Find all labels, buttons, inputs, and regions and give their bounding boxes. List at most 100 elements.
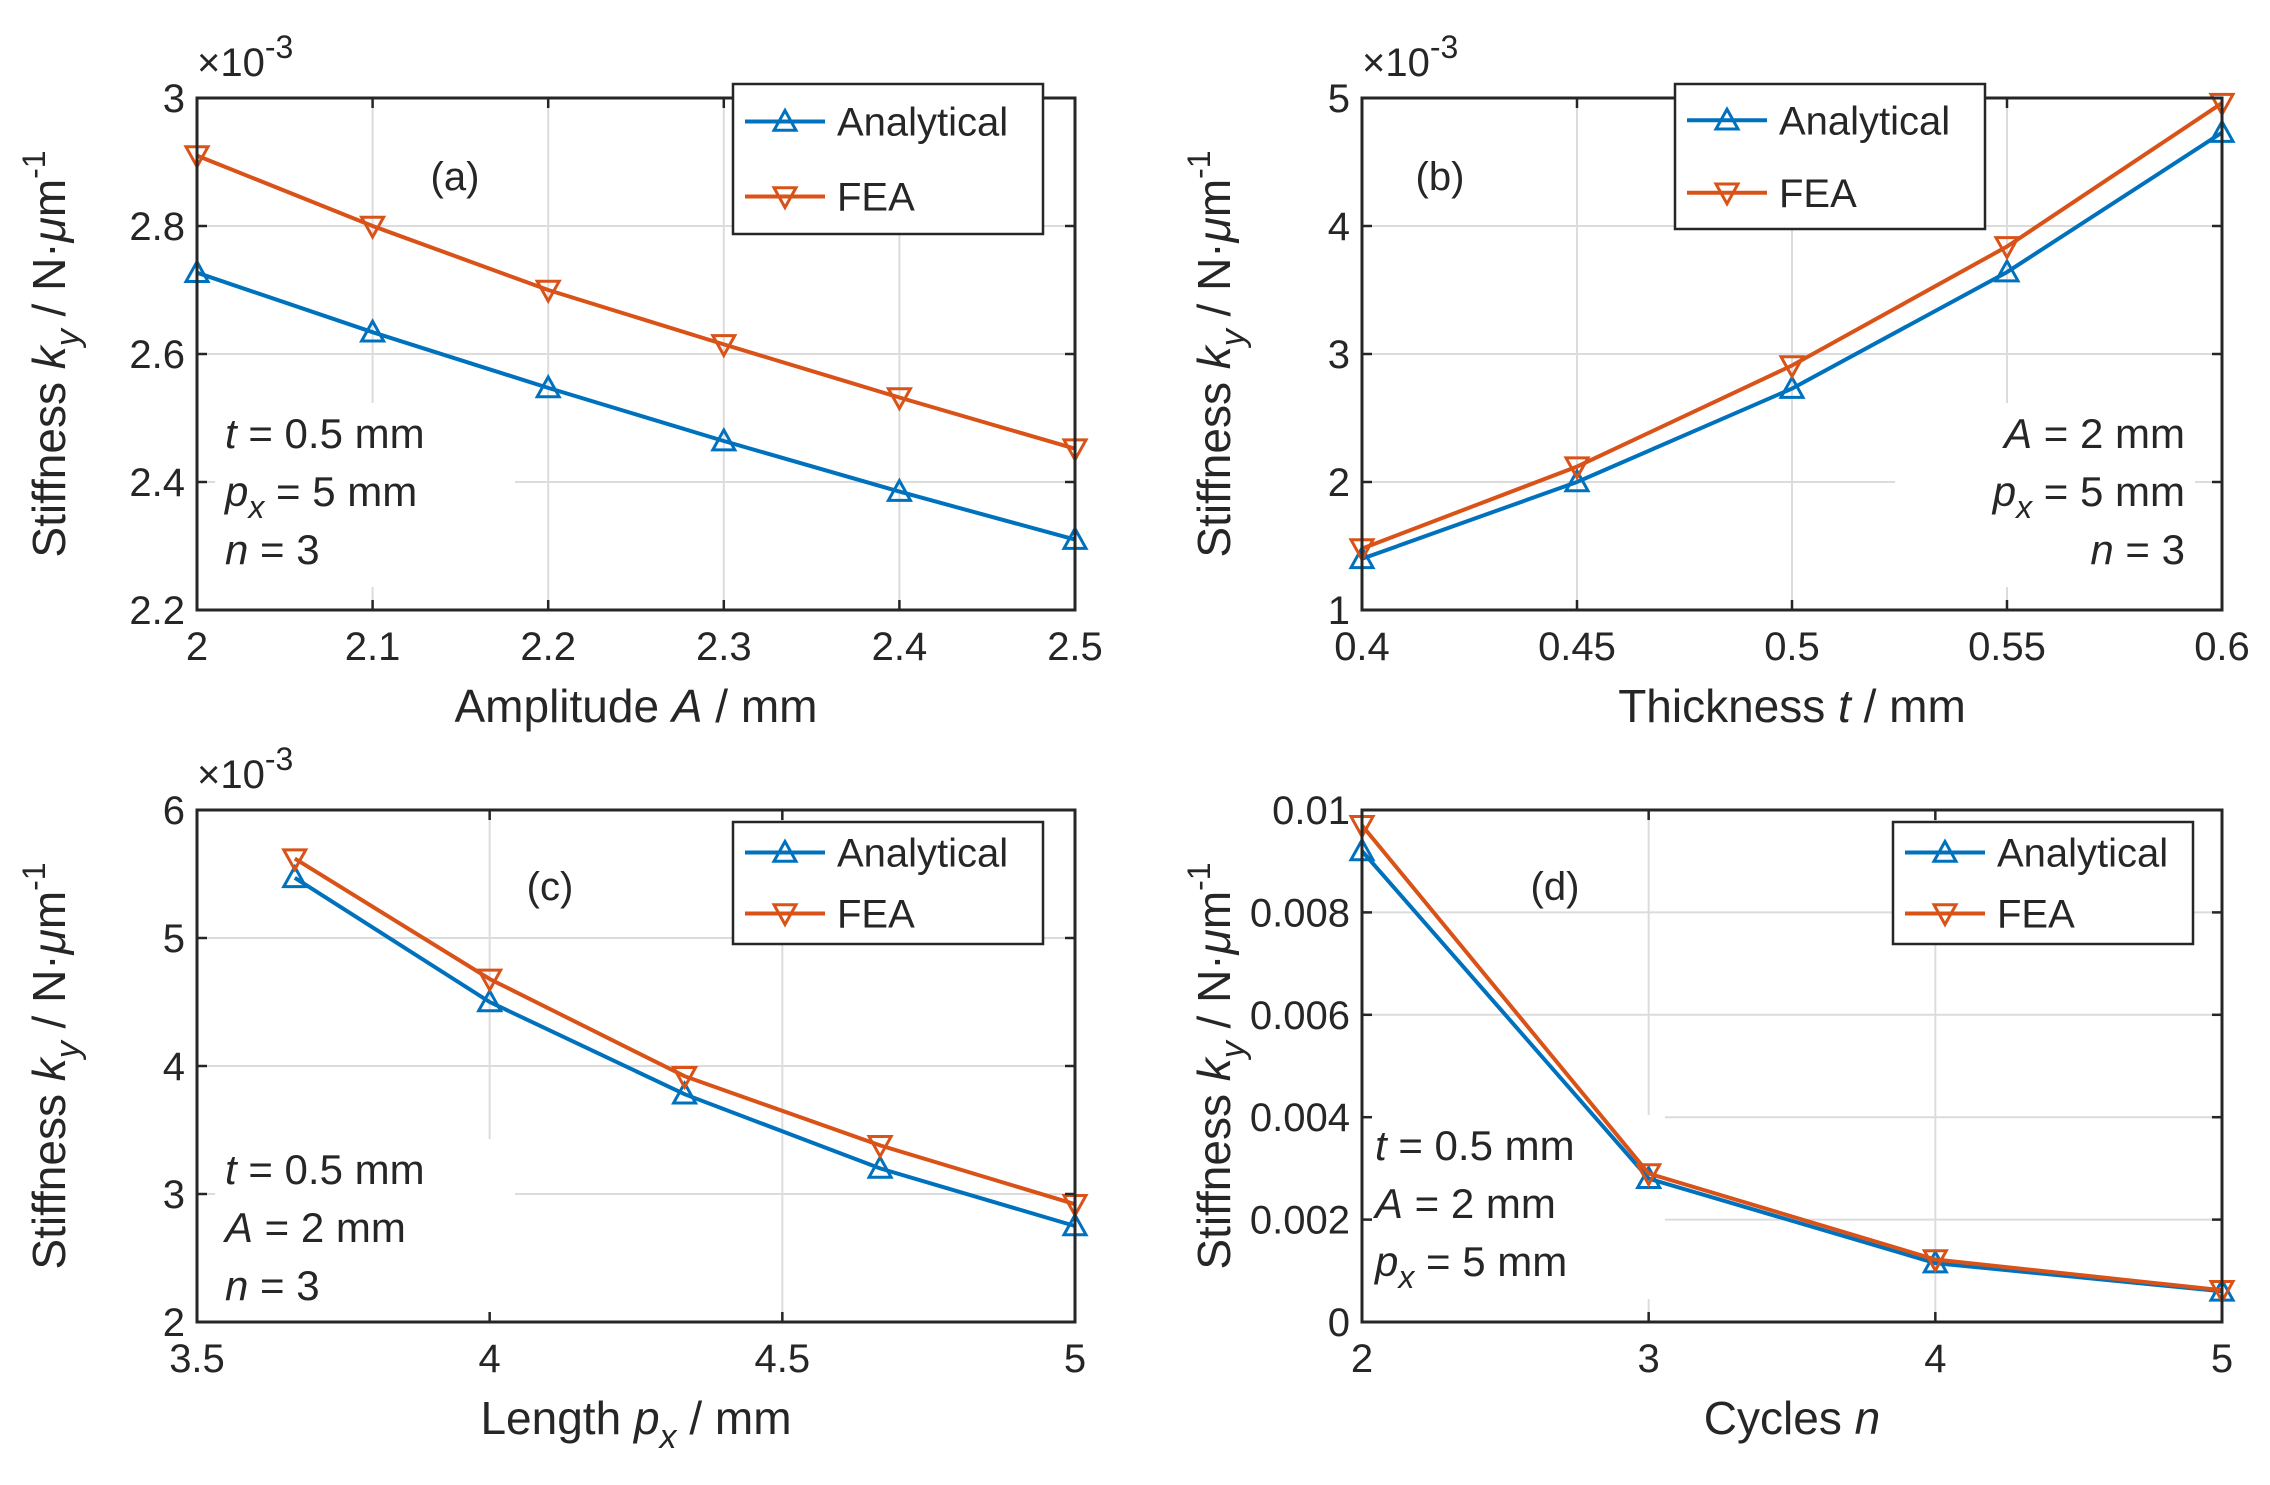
annotation-subscript: x <box>1396 1259 1415 1295</box>
panel-label: (c) <box>527 865 574 909</box>
annotation-background <box>215 1139 515 1323</box>
data-point-fea <box>866 1135 894 1160</box>
y-axis-label-unit: / N· <box>1188 954 1240 1041</box>
y-axis-multiplier: ×10-3 <box>1362 29 1458 85</box>
legend-marker-analytical <box>771 107 799 132</box>
x-axis-label-unit: / mm <box>677 1392 792 1444</box>
y-axis-label-mu: μ <box>1188 217 1240 243</box>
y-axis-label-variable: k <box>1188 1056 1240 1081</box>
x-tick-label: 0.55 <box>1968 625 2046 669</box>
annotation-text: n = 3 <box>2090 526 2185 573</box>
y-axis-label-meter: m <box>23 891 75 929</box>
annotation-variable: n <box>225 526 248 573</box>
y-axis-label-unit: / N· <box>1188 242 1240 329</box>
y-tick-label: 2.2 <box>129 589 185 633</box>
y-axis-label-text: Stiffness <box>1188 369 1240 557</box>
y-axis-label-variable: k <box>23 1056 75 1081</box>
annotation-value: = 0.5 mm <box>1387 1122 1575 1169</box>
annotation-text: px = 5 mm <box>1373 1238 1567 1295</box>
annotation-value: = 3 <box>248 526 319 573</box>
legend-entry: FEA <box>837 176 915 220</box>
series-line-analytical <box>196 270 1076 542</box>
y-axis-label-meter: m <box>23 179 75 217</box>
data-point-analytical <box>885 477 913 502</box>
data-point-analytical <box>1563 467 1591 493</box>
legend-marker-analytical <box>1713 106 1741 131</box>
y-axis-label-subscript: y <box>1214 1039 1252 1060</box>
annotation-variable: A <box>222 1204 253 1251</box>
annotation-background <box>1365 1115 1665 1299</box>
x-tick-label: 5 <box>1064 1337 1086 1381</box>
y-axis-label-text: Stiffness <box>23 369 75 557</box>
x-axis-label-unit: / mm <box>703 680 818 732</box>
y-axis-label-subscript: y <box>49 1039 87 1060</box>
annotation-text: A = 2 mm <box>222 1204 406 1251</box>
annotation-text: A = 2 mm <box>1372 1180 1556 1227</box>
x-axis-label: Cycles n <box>1704 1392 1880 1444</box>
x-axis-label: Thickness t / mm <box>1618 680 1966 732</box>
multiplier-exponent: -3 <box>265 29 293 65</box>
series-line-fea <box>293 856 1076 1207</box>
y-tick-label: 3 <box>163 1173 185 1217</box>
series-line-fea <box>196 153 1076 451</box>
annotation-background <box>215 403 515 587</box>
x-axis-label-text: Thickness <box>1618 680 1838 732</box>
y-axis-label-unit: / N· <box>23 954 75 1041</box>
data-point-analytical <box>359 318 387 343</box>
multiplier-base: ×10 <box>197 753 265 797</box>
x-tick-label: 0.45 <box>1538 625 1616 669</box>
series-line-fea <box>1360 824 2223 1293</box>
annotation-subscript: x <box>246 489 265 525</box>
annotation-value: = 5 mm <box>264 468 417 515</box>
legend-marker-fea <box>1931 903 1959 928</box>
y-tick-label: 0.01 <box>1272 789 1350 833</box>
annotation-variable: A <box>2001 410 2032 457</box>
legend-entry: Analytical <box>837 101 1008 145</box>
y-tick-label: 4 <box>1328 205 1350 249</box>
y-tick-label: 2.8 <box>129 205 185 249</box>
legend-entry: Analytical <box>1779 99 1950 143</box>
x-axis-label-text: Length <box>480 1392 633 1444</box>
x-axis-label: Length px / mm <box>480 1392 791 1456</box>
x-tick-label: 2.3 <box>696 625 752 669</box>
annotation-value: = 0.5 mm <box>237 1146 425 1193</box>
x-tick-label: 0.4 <box>1334 625 1390 669</box>
data-point-fea <box>534 279 562 305</box>
data-point-analytical <box>534 373 562 399</box>
x-axis-label-variable: p <box>632 1392 660 1444</box>
y-axis-label-subscript: y <box>1214 327 1252 348</box>
y-axis-label-unit: / N· <box>23 242 75 329</box>
x-tick-label: 2.1 <box>345 625 401 669</box>
y-axis-label-mu: μ <box>23 929 75 955</box>
y-axis-label-exponent: -1 <box>16 862 52 890</box>
y-tick-label: 0 <box>1328 1301 1350 1345</box>
x-tick-label: 0.6 <box>2194 625 2250 669</box>
annotation-text: t = 0.5 mm <box>225 410 425 457</box>
x-tick-label: 4.5 <box>755 1337 811 1381</box>
y-tick-label: 0.008 <box>1250 891 1350 935</box>
panel-label: (a) <box>431 155 480 199</box>
x-axis-label-text: Cycles <box>1704 1392 1855 1444</box>
legend-marker-analytical <box>1931 838 1959 863</box>
legend-marker-fea <box>1713 182 1741 207</box>
annotation-variable: n <box>225 1262 248 1309</box>
y-axis-label: Stiffness ky / N·μm-1 <box>16 862 87 1269</box>
y-tick-label: 0.004 <box>1250 1096 1350 1140</box>
data-point-fea <box>710 334 738 359</box>
y-axis-label-exponent: -1 <box>16 150 52 178</box>
annotation-variable: A <box>1372 1180 1403 1227</box>
legend: Analytical FEA <box>1673 82 1987 231</box>
y-tick-label: 2.4 <box>129 461 185 505</box>
y-tick-label: 2 <box>163 1301 185 1345</box>
data-point-analytical <box>281 863 309 889</box>
x-tick-label: 2 <box>1351 1337 1373 1381</box>
data-point-fea <box>1993 236 2021 261</box>
data-point-analytical <box>671 1080 699 1105</box>
y-axis-label-text: Stiffness <box>23 1081 75 1269</box>
x-tick-label: 2 <box>186 625 208 669</box>
